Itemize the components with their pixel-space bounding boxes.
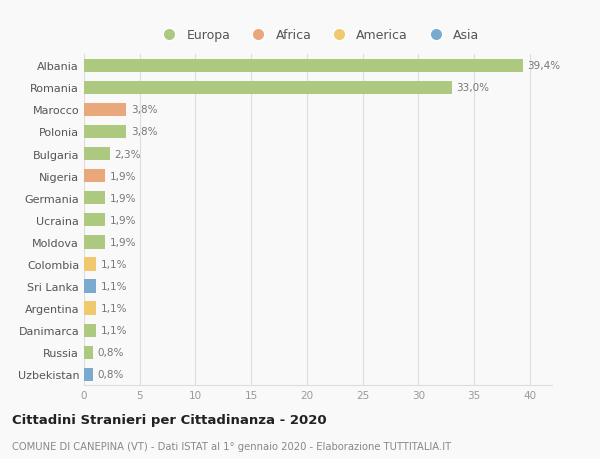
Text: 2,3%: 2,3%	[114, 149, 140, 159]
Bar	[84, 258, 96, 271]
Text: 1,9%: 1,9%	[110, 237, 136, 247]
Bar	[84, 148, 110, 161]
Bar	[84, 236, 105, 249]
Text: 0,8%: 0,8%	[97, 347, 124, 358]
Bar	[84, 192, 105, 205]
Bar	[84, 126, 127, 139]
Bar	[84, 82, 452, 95]
Bar	[84, 170, 105, 183]
Bar	[84, 302, 96, 315]
Legend: Europa, Africa, America, Asia: Europa, Africa, America, Asia	[157, 29, 479, 42]
Text: 1,1%: 1,1%	[101, 325, 127, 336]
Text: 1,9%: 1,9%	[110, 193, 136, 203]
Bar	[84, 60, 523, 73]
Bar	[84, 104, 127, 117]
Text: 1,1%: 1,1%	[101, 303, 127, 313]
Text: 1,9%: 1,9%	[110, 171, 136, 181]
Text: 33,0%: 33,0%	[456, 83, 489, 93]
Text: Cittadini Stranieri per Cittadinanza - 2020: Cittadini Stranieri per Cittadinanza - 2…	[12, 413, 326, 426]
Text: 0,8%: 0,8%	[97, 369, 124, 380]
Text: 1,1%: 1,1%	[101, 281, 127, 291]
Bar	[84, 324, 96, 337]
Text: COMUNE DI CANEPINA (VT) - Dati ISTAT al 1° gennaio 2020 - Elaborazione TUTTITALI: COMUNE DI CANEPINA (VT) - Dati ISTAT al …	[12, 441, 451, 451]
Text: 1,1%: 1,1%	[101, 259, 127, 269]
Bar	[84, 368, 93, 381]
Text: 39,4%: 39,4%	[527, 61, 560, 71]
Text: 3,8%: 3,8%	[131, 105, 157, 115]
Bar	[84, 346, 93, 359]
Text: 3,8%: 3,8%	[131, 127, 157, 137]
Bar	[84, 214, 105, 227]
Bar	[84, 280, 96, 293]
Text: 1,9%: 1,9%	[110, 215, 136, 225]
